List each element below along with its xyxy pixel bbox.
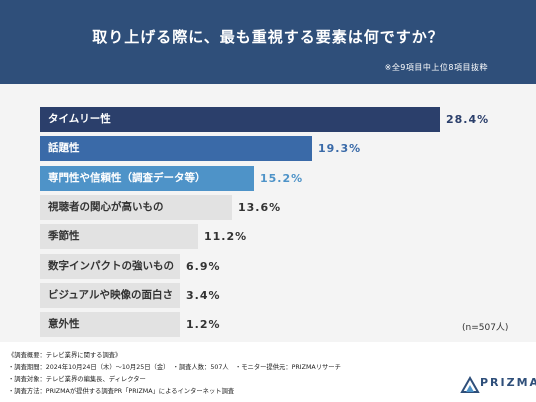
bar-label-6: ビジュアルや映像の面白さ xyxy=(48,289,173,301)
bar-value-2: 15.2% xyxy=(260,172,304,185)
bar-value-3: 13.6% xyxy=(238,201,282,214)
bar-7 xyxy=(40,312,180,337)
bar-label-2: 専門性や信頼性（調査データ等） xyxy=(48,172,206,184)
bar-value-4: 11.2% xyxy=(204,230,248,243)
footer-line-title: 《調査概要：テレビ業界に関する調査》 xyxy=(8,352,122,359)
bar-label-1: 話題性 xyxy=(48,142,80,154)
bar-label-3: 視聴者の関心が高いもの xyxy=(48,201,164,213)
bar-value-6: 3.4% xyxy=(186,289,221,302)
header-note: ※全9項目中上位8項目抜粋 xyxy=(384,63,488,72)
bar-label-7: 意外性 xyxy=(48,318,80,330)
survey-footer: 《調査概要：テレビ業界に関する調査》 ・調査期間：2024年10月24日（木）～… xyxy=(0,342,536,402)
bar-label-5: 数字インパクトの強いもの xyxy=(48,260,174,272)
bar-1 xyxy=(40,136,312,161)
bar-3 xyxy=(40,195,232,220)
bar-5 xyxy=(40,254,180,279)
header-banner: 取り上げる際に、最も重視する要素は何ですか？ ※全9項目中上位8項目抜粋 xyxy=(0,0,536,84)
bar-value-7: 1.2% xyxy=(186,318,221,331)
bar-value-0: 28.4% xyxy=(446,113,490,126)
page-title: 取り上げる際に、最も重視する要素は何ですか？ xyxy=(92,28,444,46)
sample-size-note: (n=507人) xyxy=(462,323,509,333)
footer-line-target: ・調査対象：テレビ業界の編集長、ディレクター xyxy=(8,376,146,383)
bar-6 xyxy=(40,283,180,308)
bar-label-4: 季節性 xyxy=(48,230,80,242)
bar-value-5: 6.9% xyxy=(186,260,221,273)
bar-4 xyxy=(40,224,198,249)
bar-value-1: 19.3% xyxy=(318,142,362,155)
bar-2 xyxy=(40,166,254,191)
bar-0 xyxy=(40,107,440,132)
prizma-logo-text: PRIZMA xyxy=(480,376,536,389)
footer-line-method: ・調査方法：PRIZMAが提供する調査PR「PRIZMA」によるインターネット調… xyxy=(8,388,235,395)
bar-label-0: タイムリー性 xyxy=(48,113,111,125)
prizma-logo-icon xyxy=(460,376,480,393)
footer-line-period: ・調査期間：2024年10月24日（木）～10月25日（金） ・調査人数：507… xyxy=(8,364,341,371)
